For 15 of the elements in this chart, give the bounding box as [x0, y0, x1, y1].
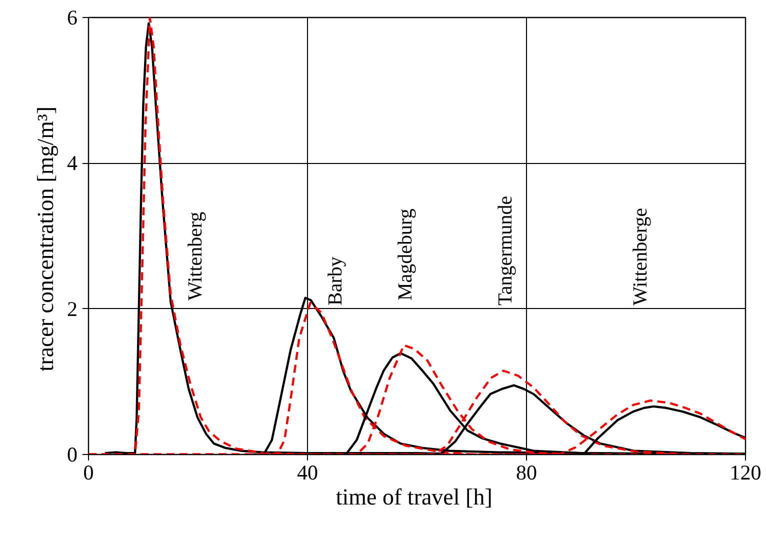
y-tick-label: 0: [67, 442, 78, 466]
annotation: Magdeburg: [394, 208, 416, 300]
y-tick-label: 2: [67, 296, 78, 321]
x-tick-label: 120: [730, 460, 762, 484]
x-axis-title: time of travel [h]: [336, 484, 492, 510]
x-tick-label: 80: [516, 460, 537, 484]
x-tick-label: 40: [297, 460, 318, 484]
annotation: Wittenberge: [630, 208, 652, 306]
annotation: Tangermunde: [494, 196, 516, 306]
annotation: Wittenberg: [184, 212, 206, 300]
y-tick-label: 6: [67, 6, 78, 30]
x-tick-label: 0: [83, 460, 94, 484]
y-tick-label: 4: [67, 151, 78, 176]
y-axis-title: tracer concentration [mg/m³]: [33, 106, 58, 372]
annotation: Barby: [324, 256, 346, 306]
